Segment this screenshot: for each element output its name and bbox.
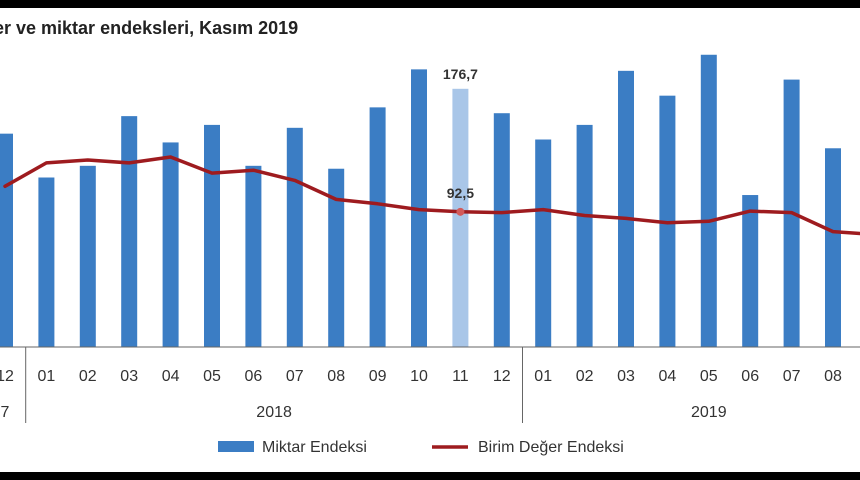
bar-18 <box>742 195 759 347</box>
x-axis: 12 01 02 03 04 05 06 07 08 09 10 11 12 01 02 03 04 05 06 07… <box>0 346 860 423</box>
tick-label-8: 08 <box>327 368 345 385</box>
tick-label-9: 09 <box>369 368 387 385</box>
bar-2 <box>79 165 96 347</box>
bar-14 <box>576 124 593 348</box>
tick-label-2: 02 <box>79 368 97 385</box>
tick-label-19: 07 <box>783 368 801 385</box>
bar-0 <box>0 133 13 347</box>
legend: Miktar Endeksi Birim Değer Endeksi <box>218 439 624 456</box>
bar-9 <box>369 107 386 348</box>
bar-7 <box>286 127 303 347</box>
bar-12 <box>493 113 510 347</box>
bar-20 <box>825 148 841 347</box>
data-label-0: 176,7 <box>443 66 478 82</box>
tick-label-1: 01 <box>38 368 56 385</box>
bar-4 <box>162 142 179 347</box>
tick-label-3: 03 <box>120 368 138 385</box>
bar-3 <box>121 116 138 348</box>
year-label-1: 2018 <box>256 404 292 421</box>
line-point-highlight <box>456 207 465 216</box>
tick-label-0: 12 <box>0 368 14 385</box>
tick-label-4: 04 <box>162 368 180 385</box>
legend-label-birim-deger: Birim Değer Endeksi <box>478 439 624 456</box>
bar-5 <box>204 124 220 348</box>
tick-label-15: 03 <box>617 368 635 385</box>
tick-label-7: 07 <box>286 368 304 385</box>
tick-label-5: 05 <box>203 368 221 385</box>
tick-label-20: 08 <box>824 368 842 385</box>
bar-11 <box>452 88 469 347</box>
data-labels: 176,7 92,5 <box>443 66 478 201</box>
legend-label-miktar: Miktar Endeksi <box>262 439 367 456</box>
bar-15 <box>618 70 634 347</box>
tick-label-12: 12 <box>493 368 511 385</box>
tick-label-13: 01 <box>534 368 552 385</box>
tick-label-10: 10 <box>410 368 428 385</box>
bar-series <box>0 54 841 348</box>
tick-label-11: 11 <box>452 368 469 385</box>
year-label-2: 2019 <box>691 404 727 421</box>
bar-6 <box>245 165 262 347</box>
tick-label-14: 02 <box>576 368 594 385</box>
chart-title: er ve miktar endeksleri, Kasım 2019 <box>0 18 299 38</box>
data-label-1: 92,5 <box>447 185 474 201</box>
bar-13 <box>535 139 552 347</box>
bar-17 <box>700 54 717 348</box>
tick-label-17: 05 <box>700 368 718 385</box>
chart-frame: er ve miktar endeksleri, Kasım 2019 12 01… <box>0 8 860 472</box>
line-series <box>3 155 860 236</box>
bar-8 <box>328 168 345 347</box>
legend-swatch-miktar <box>218 441 254 452</box>
tick-label-6: 06 <box>245 368 263 385</box>
tick-label-16: 04 <box>659 368 677 385</box>
tick-label-18: 06 <box>741 368 759 385</box>
line-birim-deger <box>3 155 860 236</box>
year-label-0: 7 <box>1 404 10 421</box>
chart-canvas: 12 01 02 03 04 05 06 07 08 09 10 11 12 01 02 03 04 05 06 07… <box>0 54 860 456</box>
bar-1 <box>38 177 55 347</box>
